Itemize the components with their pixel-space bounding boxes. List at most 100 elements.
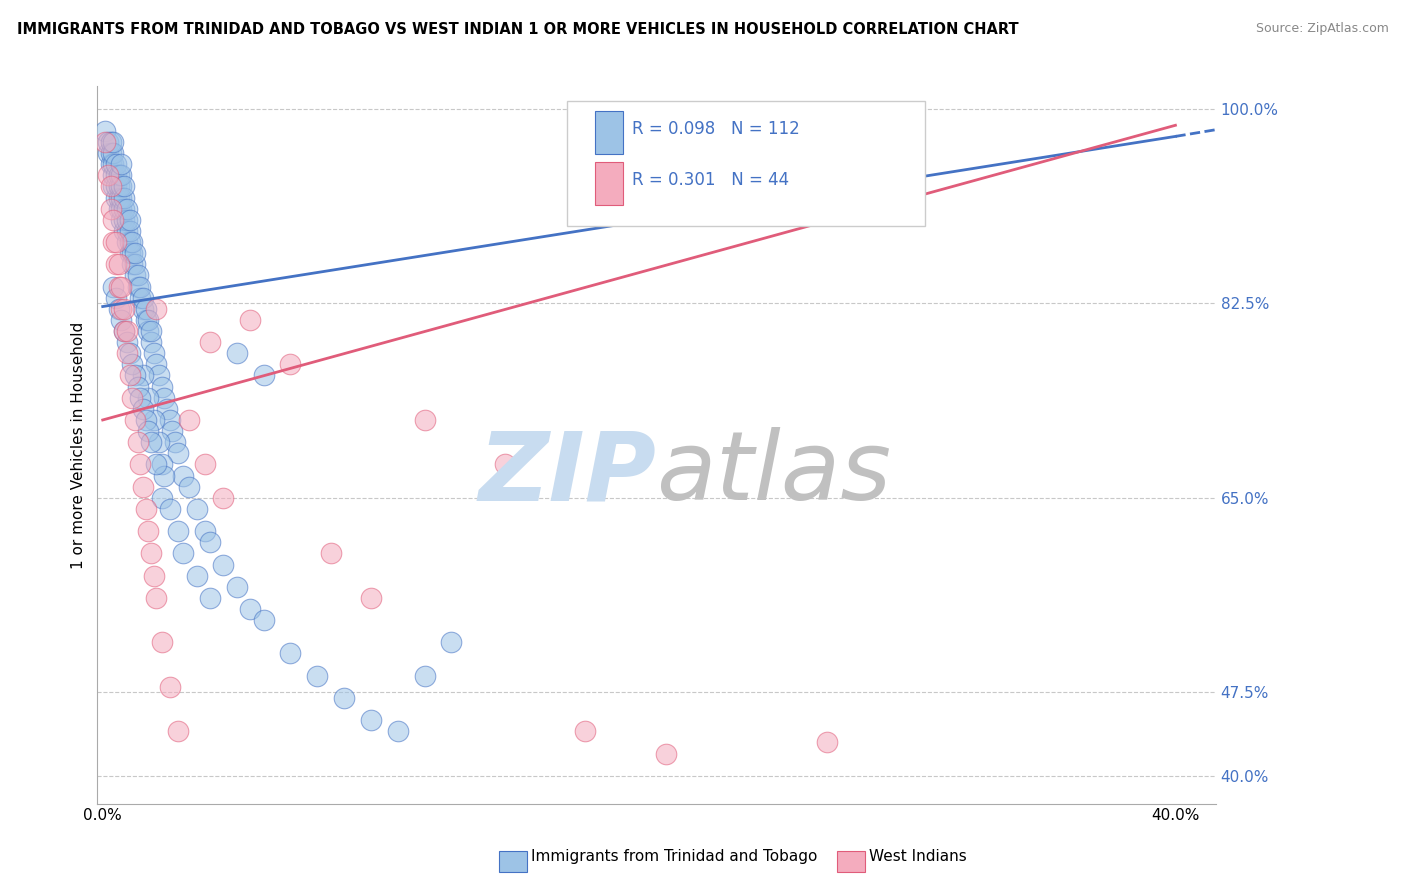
Point xyxy=(107,279,129,293)
Point xyxy=(110,313,132,327)
Point xyxy=(100,135,122,149)
Point xyxy=(198,591,221,605)
Point xyxy=(118,235,141,249)
Point xyxy=(127,435,149,450)
Point xyxy=(112,190,135,204)
Point xyxy=(103,135,125,149)
Point xyxy=(225,580,247,594)
Y-axis label: 1 or more Vehicles in Household: 1 or more Vehicles in Household xyxy=(72,321,86,568)
Point xyxy=(112,301,135,316)
Point xyxy=(118,368,141,383)
Point xyxy=(118,246,141,260)
Point xyxy=(142,346,165,360)
Point xyxy=(212,491,235,505)
Point xyxy=(132,401,155,416)
Point xyxy=(135,502,157,516)
Point xyxy=(105,235,128,249)
Point xyxy=(105,179,128,194)
Point xyxy=(129,458,152,472)
Point xyxy=(115,202,138,216)
Point xyxy=(145,591,167,605)
Point xyxy=(124,368,146,383)
Point xyxy=(110,301,132,316)
Point xyxy=(110,279,132,293)
Point xyxy=(124,413,146,427)
Point xyxy=(112,179,135,194)
Point xyxy=(136,313,159,327)
Point xyxy=(115,346,138,360)
Text: West Indians: West Indians xyxy=(869,849,967,863)
Point xyxy=(156,401,179,416)
Point xyxy=(198,335,221,350)
Point xyxy=(103,212,125,227)
Point xyxy=(107,257,129,271)
Point xyxy=(118,212,141,227)
Point xyxy=(319,546,342,560)
Point xyxy=(150,635,173,649)
Point xyxy=(112,324,135,338)
Point xyxy=(153,391,176,405)
Point xyxy=(186,568,208,582)
Point xyxy=(150,458,173,472)
Point xyxy=(100,202,122,216)
Point xyxy=(107,169,129,183)
Point xyxy=(413,413,436,427)
Point xyxy=(121,246,143,260)
Point xyxy=(136,391,159,405)
Point xyxy=(97,135,120,149)
Point xyxy=(105,169,128,183)
Point xyxy=(142,413,165,427)
Point xyxy=(110,212,132,227)
Point xyxy=(121,357,143,371)
Point xyxy=(121,235,143,249)
Point xyxy=(100,179,122,194)
FancyBboxPatch shape xyxy=(567,101,925,227)
Point xyxy=(135,301,157,316)
Point xyxy=(307,669,329,683)
Point xyxy=(115,335,138,350)
Text: IMMIGRANTS FROM TRINIDAD AND TOBAGO VS WEST INDIAN 1 OR MORE VEHICLES IN HOUSEHO: IMMIGRANTS FROM TRINIDAD AND TOBAGO VS W… xyxy=(17,22,1018,37)
Point xyxy=(239,602,262,616)
Point xyxy=(252,368,274,383)
Point xyxy=(162,424,184,438)
Point xyxy=(124,246,146,260)
Point xyxy=(139,324,162,338)
Point xyxy=(103,235,125,249)
Point xyxy=(239,313,262,327)
Point xyxy=(177,480,200,494)
Point xyxy=(186,502,208,516)
Point xyxy=(124,268,146,283)
Point xyxy=(115,235,138,249)
Point xyxy=(112,202,135,216)
Point xyxy=(142,568,165,582)
Point xyxy=(145,357,167,371)
Point xyxy=(129,279,152,293)
Point xyxy=(165,435,187,450)
Point xyxy=(118,224,141,238)
Point xyxy=(132,291,155,305)
Point xyxy=(172,546,194,560)
Point xyxy=(100,146,122,161)
Point xyxy=(97,169,120,183)
Point xyxy=(112,324,135,338)
Point xyxy=(333,690,356,705)
Point xyxy=(103,169,125,183)
Point xyxy=(194,458,217,472)
Point xyxy=(135,413,157,427)
Point xyxy=(159,680,181,694)
Point xyxy=(103,279,125,293)
Point xyxy=(136,424,159,438)
Point xyxy=(103,179,125,194)
Point xyxy=(127,279,149,293)
Text: Source: ZipAtlas.com: Source: ZipAtlas.com xyxy=(1256,22,1389,36)
Point xyxy=(97,146,120,161)
Point xyxy=(105,291,128,305)
Point xyxy=(136,524,159,538)
Point xyxy=(166,524,188,538)
Point xyxy=(129,291,152,305)
Point xyxy=(107,301,129,316)
Point xyxy=(145,301,167,316)
Point xyxy=(145,458,167,472)
Point xyxy=(110,202,132,216)
Point xyxy=(148,435,170,450)
